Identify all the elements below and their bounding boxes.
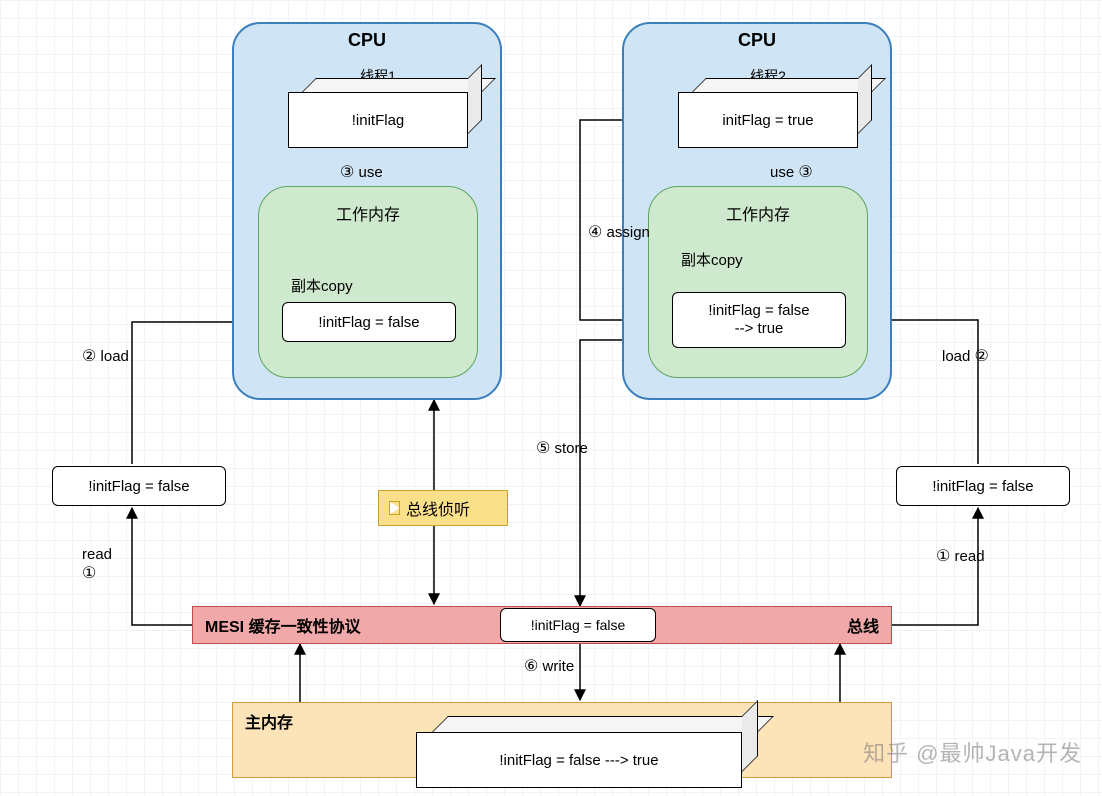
label-store: ⑤ store [536, 438, 588, 458]
label-read-right: ① read [936, 546, 985, 566]
work-mem-left: 工作内存 副本copy [258, 186, 478, 378]
work-mem-right: 工作内存 副本copy [648, 186, 868, 378]
main-memory-value: !initFlag = false ---> true [499, 752, 658, 769]
label-read-left: read ① [82, 546, 112, 583]
thread2-cuboid: initFlag = true [678, 78, 872, 148]
bus-listen-tag: 总线侦听 [378, 490, 508, 526]
main-memory-label: 主内存 [245, 715, 293, 732]
bus-right-label: 总线 [847, 613, 879, 637]
connector-lines [0, 0, 1102, 796]
bus-listen-label: 总线侦听 [406, 496, 470, 520]
play-icon [389, 501, 400, 515]
work-mem-right-label: 工作内存 [649, 201, 867, 225]
copy-left-label: 副本copy [291, 275, 353, 296]
intermediate-left: !initFlag = false [52, 466, 226, 506]
copy-right-label: 副本copy [681, 249, 743, 270]
copy-left-value: !initFlag = false [282, 302, 456, 342]
label-load-left: ② load [82, 346, 129, 366]
label-write: ⑥ write [524, 656, 574, 676]
bus-left-label: MESI 缓存一致性协议 [205, 613, 361, 637]
cpu-right-title: CPU [624, 30, 890, 51]
main-memory-cuboid: !initFlag = false ---> true [416, 716, 758, 788]
label-load-right: load ② [942, 346, 989, 366]
bus-mid-value: !initFlag = false [500, 608, 656, 642]
thread1-cuboid: !initFlag [288, 78, 482, 148]
label-use-right: use ③ [770, 162, 813, 182]
thread1-value: !initFlag [352, 112, 405, 129]
watermark: 知乎 @最帅Java开发 [863, 736, 1082, 768]
copy-right-value: !initFlag = false --> true [672, 292, 846, 348]
intermediate-right: !initFlag = false [896, 466, 1070, 506]
thread2-value: initFlag = true [722, 112, 813, 129]
label-assign: ④ assign [588, 222, 650, 242]
label-use-left: ③ use [340, 162, 383, 182]
work-mem-left-label: 工作内存 [259, 201, 477, 225]
cpu-left-title: CPU [234, 30, 500, 51]
